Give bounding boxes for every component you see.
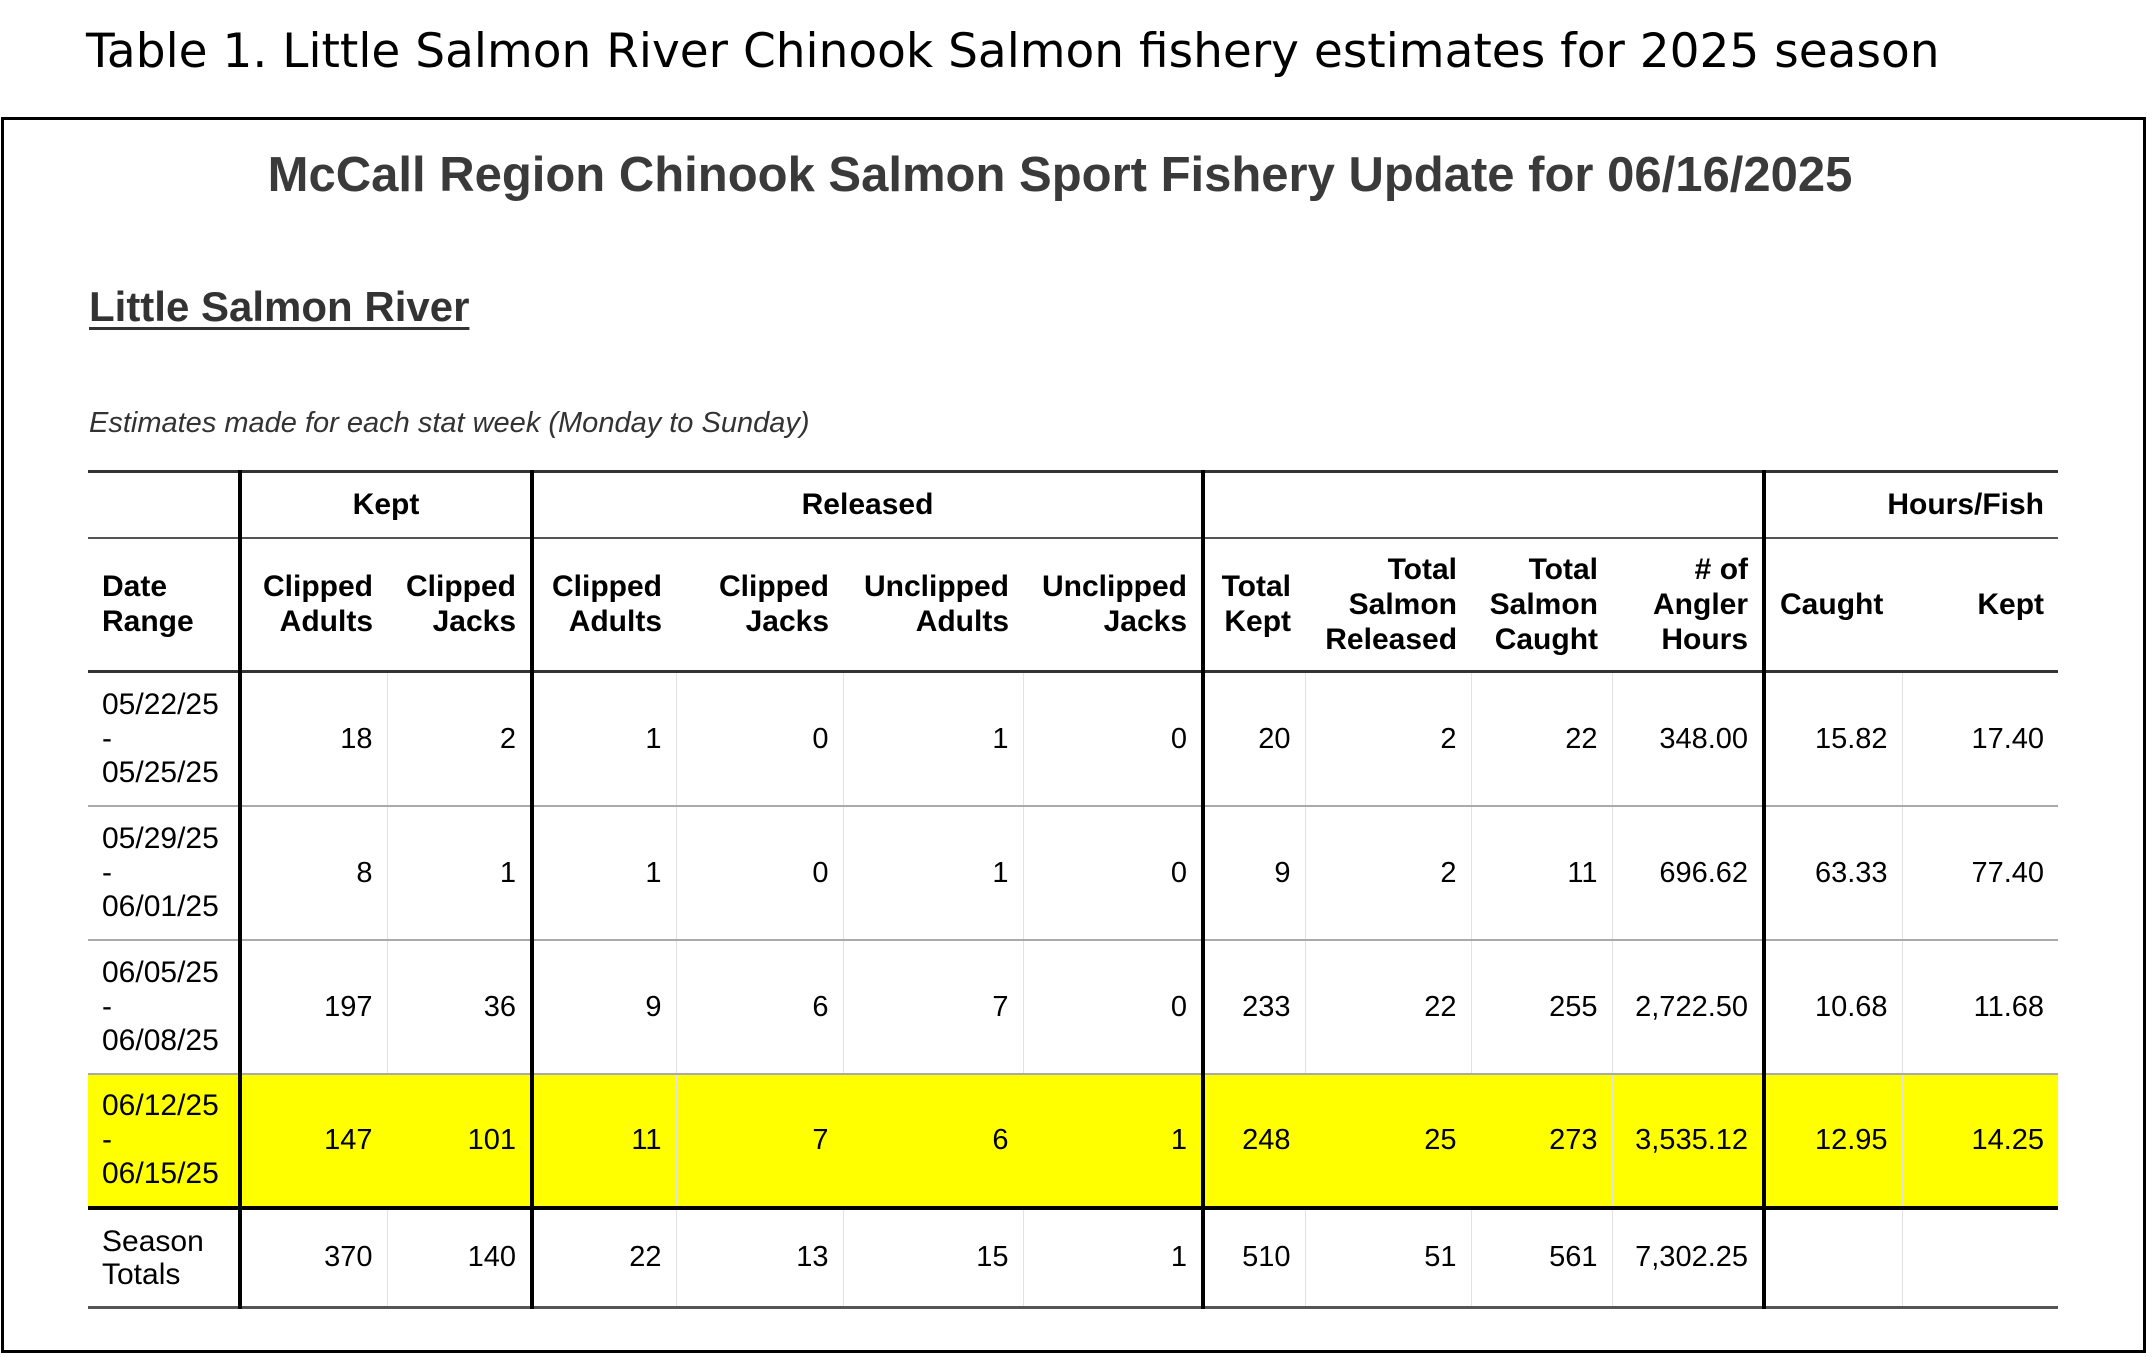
season-totals-label: Season Totals: [88, 1207, 240, 1309]
col-angler-hours: # of Angler Hours: [1612, 537, 1765, 673]
kept-clipped-adults-cell: 8: [238, 805, 387, 941]
group-header-hours-per-fish: Hours/Fish: [1762, 470, 2059, 539]
released-unclipped-adults-cell: 1: [842, 805, 1024, 941]
total-released-cell: 25: [1304, 1073, 1472, 1210]
angler-hours-cell: 696.62: [1611, 805, 1765, 941]
released-clipped-jacks-cell: 7: [675, 1073, 844, 1210]
kept-clipped-adults-total: 370: [238, 1207, 387, 1309]
kept-clipped-adults-cell: 147: [238, 1073, 387, 1210]
kept-clipped-jacks-cell: 1: [386, 805, 533, 941]
estimates-note: Estimates made for each stat week (Monda…: [89, 407, 810, 439]
total-kept-total: 510: [1201, 1207, 1306, 1309]
hours-per-fish-kept-total: [1901, 1207, 2059, 1309]
date-range-cell: 05/22/25-05/25/25: [88, 671, 240, 807]
group-header-blank: [88, 470, 240, 539]
released-clipped-adults-cell: 1: [530, 671, 677, 807]
angler-hours-cell: 348.00: [1611, 671, 1765, 807]
released-clipped-jacks-cell: 0: [675, 805, 844, 941]
kept-clipped-adults-cell: 18: [238, 671, 387, 807]
hours-per-fish-caught-cell: 15.82: [1762, 671, 1903, 807]
hours-per-fish-kept-cell: 14.25: [1901, 1073, 2059, 1210]
col-released-unclipped-adults: Unclipped Adults: [843, 537, 1024, 673]
col-total-caught: Total Salmon Caught: [1471, 537, 1613, 673]
total-kept-cell: 248: [1201, 1073, 1306, 1210]
released-clipped-adults-total: 22: [530, 1207, 677, 1309]
total-caught-cell: 273: [1470, 1073, 1613, 1210]
total-released-total: 51: [1304, 1207, 1472, 1309]
released-clipped-adults-cell: 11: [530, 1073, 677, 1210]
table-row: 06/05/25-06/08/25 197 36 9 6 7 0 233 22 …: [88, 939, 2059, 1075]
column-header-row: Date Range Clipped Adults Clipped Jacks Cli…: [88, 537, 2059, 673]
kept-clipped-jacks-cell: 36: [386, 939, 533, 1075]
col-released-clipped-adults: Clipped Adults: [530, 537, 677, 673]
released-clipped-jacks-total: 13: [675, 1207, 844, 1309]
table-row: 05/22/25-05/25/25 18 2 1 0 1 0 20 2 22 3…: [88, 671, 2059, 807]
table-row-highlighted: 06/12/25-06/15/25 147 101 11 7 6 1 248 2…: [88, 1073, 2059, 1210]
col-released-unclipped-jacks: Unclipped Jacks: [1023, 537, 1204, 673]
hours-per-fish-kept-cell: 17.40: [1901, 671, 2059, 807]
total-released-cell: 2: [1304, 805, 1472, 941]
released-clipped-jacks-cell: 6: [675, 939, 844, 1075]
kept-clipped-jacks-cell: 2: [386, 671, 533, 807]
released-unclipped-adults-cell: 6: [842, 1073, 1024, 1210]
hours-per-fish-caught-cell: 10.68: [1762, 939, 1903, 1075]
released-unclipped-jacks-cell: 1: [1022, 1073, 1204, 1210]
kept-clipped-jacks-cell: 101: [386, 1073, 533, 1210]
released-unclipped-jacks-total: 1: [1022, 1207, 1204, 1309]
col-released-clipped-jacks: Clipped Jacks: [676, 537, 844, 673]
released-clipped-adults-cell: 1: [530, 805, 677, 941]
group-header-totals-blank: [1201, 470, 1765, 539]
total-released-cell: 2: [1304, 671, 1472, 807]
group-header-released: Released: [530, 470, 1204, 539]
total-caught-cell: 22: [1470, 671, 1613, 807]
released-clipped-jacks-cell: 0: [675, 671, 844, 807]
hours-per-fish-caught-total: [1762, 1207, 1903, 1309]
col-hours-per-fish-kept: Kept: [1902, 537, 2059, 673]
table-row: 05/29/25-06/01/25 8 1 1 0 1 0 9 2 11 696…: [88, 805, 2059, 941]
total-caught-total: 561: [1470, 1207, 1613, 1309]
col-total-released: Total Salmon Released: [1305, 537, 1472, 673]
col-kept-clipped-adults: Clipped Adults: [238, 537, 387, 673]
col-date-range: Date Range: [88, 537, 240, 673]
col-hours-per-fish-caught: Caught: [1762, 537, 1903, 673]
hours-per-fish-caught-cell: 12.95: [1762, 1073, 1903, 1210]
released-unclipped-adults-total: 15: [842, 1207, 1024, 1309]
angler-hours-cell: 2,722.50: [1611, 939, 1765, 1075]
kept-clipped-jacks-total: 140: [386, 1207, 533, 1309]
total-kept-cell: 233: [1201, 939, 1306, 1075]
group-header-kept: Kept: [237, 470, 533, 539]
released-unclipped-jacks-cell: 0: [1022, 939, 1204, 1075]
released-unclipped-jacks-cell: 0: [1022, 805, 1204, 941]
total-kept-cell: 9: [1201, 805, 1306, 941]
group-header-row: Kept Released Hours/Fish: [88, 470, 2059, 539]
date-range-cell: 05/29/25-06/01/25: [88, 805, 240, 941]
total-caught-cell: 11: [1470, 805, 1613, 941]
hours-per-fish-kept-cell: 77.40: [1901, 805, 2059, 941]
released-unclipped-jacks-cell: 0: [1022, 671, 1204, 807]
released-clipped-adults-cell: 9: [530, 939, 677, 1075]
report-frame: [1, 117, 2146, 1353]
total-caught-cell: 255: [1470, 939, 1613, 1075]
season-totals-row: Season Totals 370 140 22 13 15 1 510 51 5…: [88, 1207, 2059, 1309]
released-unclipped-adults-cell: 1: [842, 671, 1024, 807]
report-title: McCall Region Chinook Salmon Sport Fishe…: [267, 148, 1853, 202]
date-range-cell: 06/12/25-06/15/25: [88, 1073, 240, 1210]
angler-hours-cell: 3,535.12: [1611, 1073, 1765, 1210]
col-total-kept: Total Kept: [1201, 537, 1306, 673]
hours-per-fish-caught-cell: 63.33: [1762, 805, 1903, 941]
total-kept-cell: 20: [1201, 671, 1306, 807]
table-caption: Table 1. Little Salmon River Chinook Sal…: [86, 24, 1940, 79]
hours-per-fish-kept-cell: 11.68: [1901, 939, 2059, 1075]
river-heading: Little Salmon River: [89, 283, 470, 330]
date-range-cell: 06/05/25-06/08/25: [88, 939, 240, 1075]
kept-clipped-adults-cell: 197: [238, 939, 387, 1075]
fishery-table: Kept Released Hours/Fish Date Range Clipp…: [88, 470, 2059, 1309]
released-unclipped-adults-cell: 7: [842, 939, 1024, 1075]
angler-hours-total: 7,302.25: [1611, 1207, 1765, 1309]
col-kept-clipped-jacks: Clipped Jacks: [387, 537, 533, 673]
total-released-cell: 22: [1304, 939, 1472, 1075]
